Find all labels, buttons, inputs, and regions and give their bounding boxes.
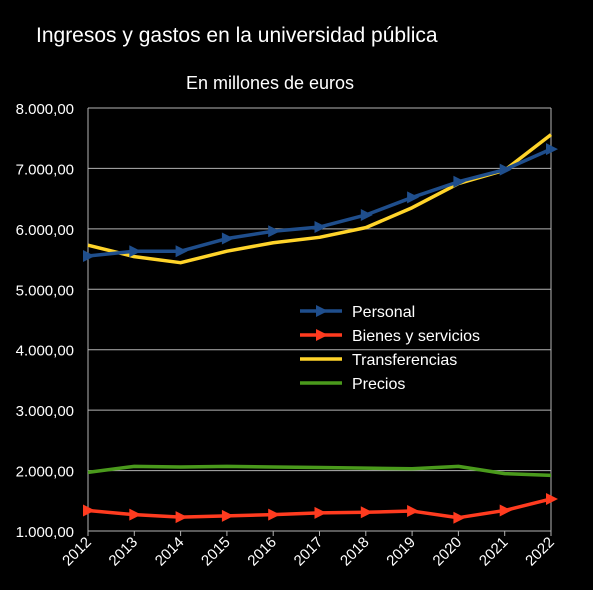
- legend-marker-bienes-y-servicios: [316, 329, 328, 341]
- legend-label: Transferencias: [352, 352, 457, 369]
- data-point-bienes-y-servicios: [175, 511, 188, 524]
- y-tick-label: 3.000,00: [16, 403, 74, 420]
- x-tick-label: 2020: [430, 534, 466, 570]
- y-tick-label: 4.000,00: [16, 343, 74, 360]
- x-tick-label: 2015: [198, 534, 234, 570]
- data-point-personal: [129, 245, 142, 258]
- legend-marker-personal: [316, 305, 328, 317]
- data-point-personal: [221, 232, 234, 245]
- data-point-personal: [268, 225, 281, 238]
- x-tick-label: 2022: [522, 534, 558, 570]
- x-tick-label: 2017: [291, 534, 327, 570]
- x-tick-label: 2014: [152, 534, 188, 570]
- y-tick-label: 1.000,00: [16, 524, 74, 541]
- data-point-personal: [314, 221, 327, 234]
- data-point-bienes-y-servicios: [221, 509, 234, 522]
- series-line-personal: [87, 147, 552, 258]
- x-tick-label: 2013: [106, 534, 142, 570]
- y-tick-label: 8.000,00: [16, 101, 74, 118]
- y-tick-label: 7.000,00: [16, 161, 74, 178]
- data-point-personal: [175, 245, 188, 258]
- legend-label: Precios: [352, 376, 405, 393]
- data-point-personal: [453, 175, 466, 188]
- y-tick-label: 5.000,00: [16, 282, 74, 299]
- series-line-precios: [87, 464, 552, 478]
- legend-label: Personal: [352, 304, 415, 321]
- data-point-bienes-y-servicios: [407, 505, 420, 518]
- data-point-personal: [499, 163, 512, 176]
- y-tick-label: 2.000,00: [16, 464, 74, 481]
- data-point-bienes-y-servicios: [129, 508, 142, 521]
- data-point-bienes-y-servicios: [360, 506, 373, 519]
- data-point-bienes-y-servicios: [453, 511, 466, 524]
- data-point-bienes-y-servicios: [83, 504, 95, 517]
- data-point-bienes-y-servicios: [314, 506, 327, 519]
- data-point-personal: [407, 191, 420, 204]
- x-tick-label: 2018: [337, 534, 373, 570]
- legend-label: Bienes y servicios: [352, 328, 480, 345]
- data-point-bienes-y-servicios: [268, 508, 281, 521]
- y-tick-label: 6.000,00: [16, 222, 74, 239]
- chart-subtitle: En millones de euros: [185, 73, 355, 93]
- series-line-transferencias: [87, 133, 553, 265]
- data-point-bienes-y-servicios: [546, 492, 558, 505]
- data-point-personal: [360, 208, 373, 221]
- data-point-personal: [546, 143, 558, 156]
- chart-title: Ingresos y gastos en la universidad públ…: [36, 24, 438, 47]
- data-point-personal: [83, 250, 95, 263]
- x-tick-label: 2016: [244, 534, 280, 570]
- x-tick-label: 2019: [383, 534, 419, 570]
- x-tick-label: 2021: [476, 534, 512, 570]
- data-point-bienes-y-servicios: [499, 504, 512, 517]
